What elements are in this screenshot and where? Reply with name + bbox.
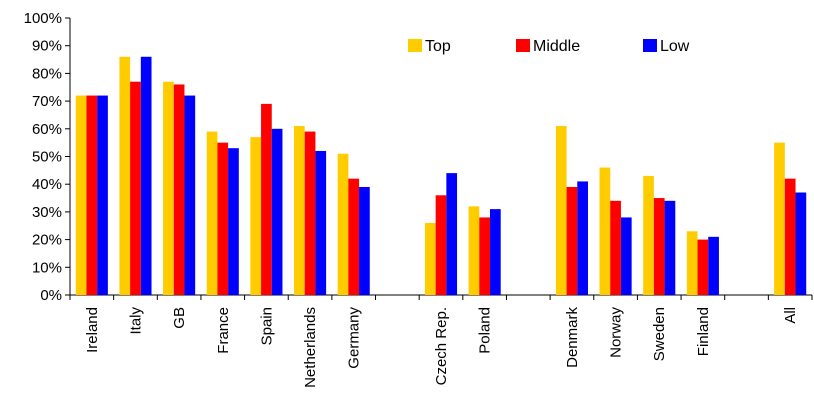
y-axis: 0% 10% 20% 30% 40% 50% 60% 70% 80% 90% 100%	[24, 10, 71, 304]
bars	[75, 56, 807, 296]
bar-low-denmark	[577, 181, 588, 295]
category-label: Norway	[608, 307, 625, 358]
bar-middle-germany	[348, 178, 360, 295]
category-label: Czech Rep.	[433, 307, 450, 385]
bar-low-all	[795, 192, 807, 295]
bar-top-denmark	[555, 126, 567, 295]
y-tick-label: 10%	[32, 259, 62, 276]
y-tick-label: 100%	[24, 10, 62, 27]
y-tick-label: 90%	[32, 38, 62, 55]
bar-top-sweden	[643, 175, 654, 295]
y-tick-label: 60%	[32, 121, 62, 138]
category-label: Sweden	[651, 307, 668, 361]
category-label: Finland	[695, 307, 712, 356]
category-label: Germany	[346, 307, 363, 369]
legend-swatch-low	[643, 39, 657, 52]
category-label: Netherlands	[302, 307, 319, 388]
bar-middle-gb	[173, 84, 185, 295]
category-label: Spain	[258, 307, 275, 345]
category-labels: Ireland Italy GB France Spain Netherlands Germ…	[84, 307, 799, 388]
y-tick-label: 40%	[32, 176, 62, 193]
bar-low-czech-rep-	[446, 173, 458, 295]
bar-middle-france	[217, 142, 229, 295]
bar-top-finland	[686, 231, 698, 295]
bar-top-all	[774, 142, 785, 295]
bar-top-spain	[250, 137, 262, 295]
bar-low-sweden	[664, 200, 676, 295]
y-tick-label: 50%	[32, 149, 62, 166]
bar-middle-poland	[479, 217, 490, 295]
bar-top-france	[206, 131, 218, 295]
bar-middle-spain	[261, 103, 272, 296]
bar-low-france	[228, 148, 239, 295]
bar-top-ireland	[75, 95, 87, 295]
category-label: Ireland	[84, 307, 101, 353]
category-label: France	[215, 307, 232, 354]
bar-low-italy	[140, 56, 152, 295]
legend-swatch-middle	[516, 39, 530, 52]
legend-label-middle: Middle	[533, 38, 580, 55]
bar-top-norway	[599, 167, 611, 295]
category-label: Italy	[127, 307, 144, 335]
category-label: GB	[171, 307, 188, 329]
bar-middle-denmark	[566, 186, 578, 295]
bar-top-czech-rep-	[424, 222, 436, 295]
bar-middle-finland	[697, 239, 709, 295]
bar-middle-italy	[130, 81, 141, 296]
bar-middle-czech-rep-	[435, 195, 447, 295]
category-label: Poland	[477, 307, 494, 354]
legend-label-top: Top	[425, 38, 451, 55]
bar-top-poland	[468, 206, 480, 295]
bar-middle-sweden	[653, 198, 665, 295]
bar-low-poland	[490, 209, 501, 295]
bar-low-finland	[708, 236, 719, 295]
y-tick-label: 0%	[40, 287, 62, 304]
y-tick-label: 30%	[32, 204, 62, 221]
x-axis	[69, 294, 813, 300]
bar-low-norway	[620, 217, 632, 295]
y-tick-label: 80%	[32, 65, 62, 82]
y-tick-label: 20%	[32, 232, 62, 249]
bar-middle-all	[784, 178, 796, 295]
category-label: Denmark	[564, 307, 581, 368]
bar-low-netherlands	[315, 150, 327, 295]
bar-middle-ireland	[86, 95, 98, 295]
bar-middle-netherlands	[304, 131, 316, 295]
bar-top-gb	[163, 81, 174, 296]
category-label: All	[782, 307, 799, 324]
bar-low-ireland	[97, 95, 108, 295]
bar-top-italy	[119, 56, 131, 295]
bar-low-spain	[271, 128, 283, 295]
legend: Top Middle Low	[408, 38, 690, 55]
bar-low-germany	[359, 186, 370, 295]
y-tick-label: 70%	[32, 93, 62, 110]
bar-top-germany	[337, 153, 349, 295]
bar-middle-norway	[610, 200, 621, 295]
bar-low-gb	[184, 95, 196, 295]
legend-label-low: Low	[660, 38, 690, 55]
bar-top-netherlands	[294, 126, 305, 295]
legend-swatch-top	[408, 39, 422, 52]
